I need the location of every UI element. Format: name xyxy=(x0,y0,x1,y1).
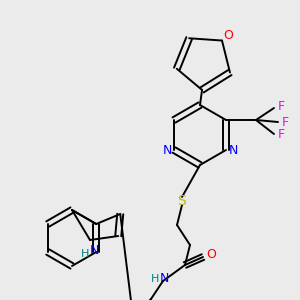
Text: N: N xyxy=(228,143,238,157)
Text: N: N xyxy=(162,143,172,157)
Text: F: F xyxy=(278,128,284,142)
Text: H: H xyxy=(81,249,89,259)
Text: F: F xyxy=(281,116,289,128)
Text: F: F xyxy=(278,100,284,113)
Text: O: O xyxy=(206,248,216,260)
Text: H: H xyxy=(151,274,159,284)
Text: N: N xyxy=(89,244,99,256)
Text: O: O xyxy=(223,29,233,42)
Text: N: N xyxy=(159,272,169,286)
Text: S: S xyxy=(178,194,186,208)
